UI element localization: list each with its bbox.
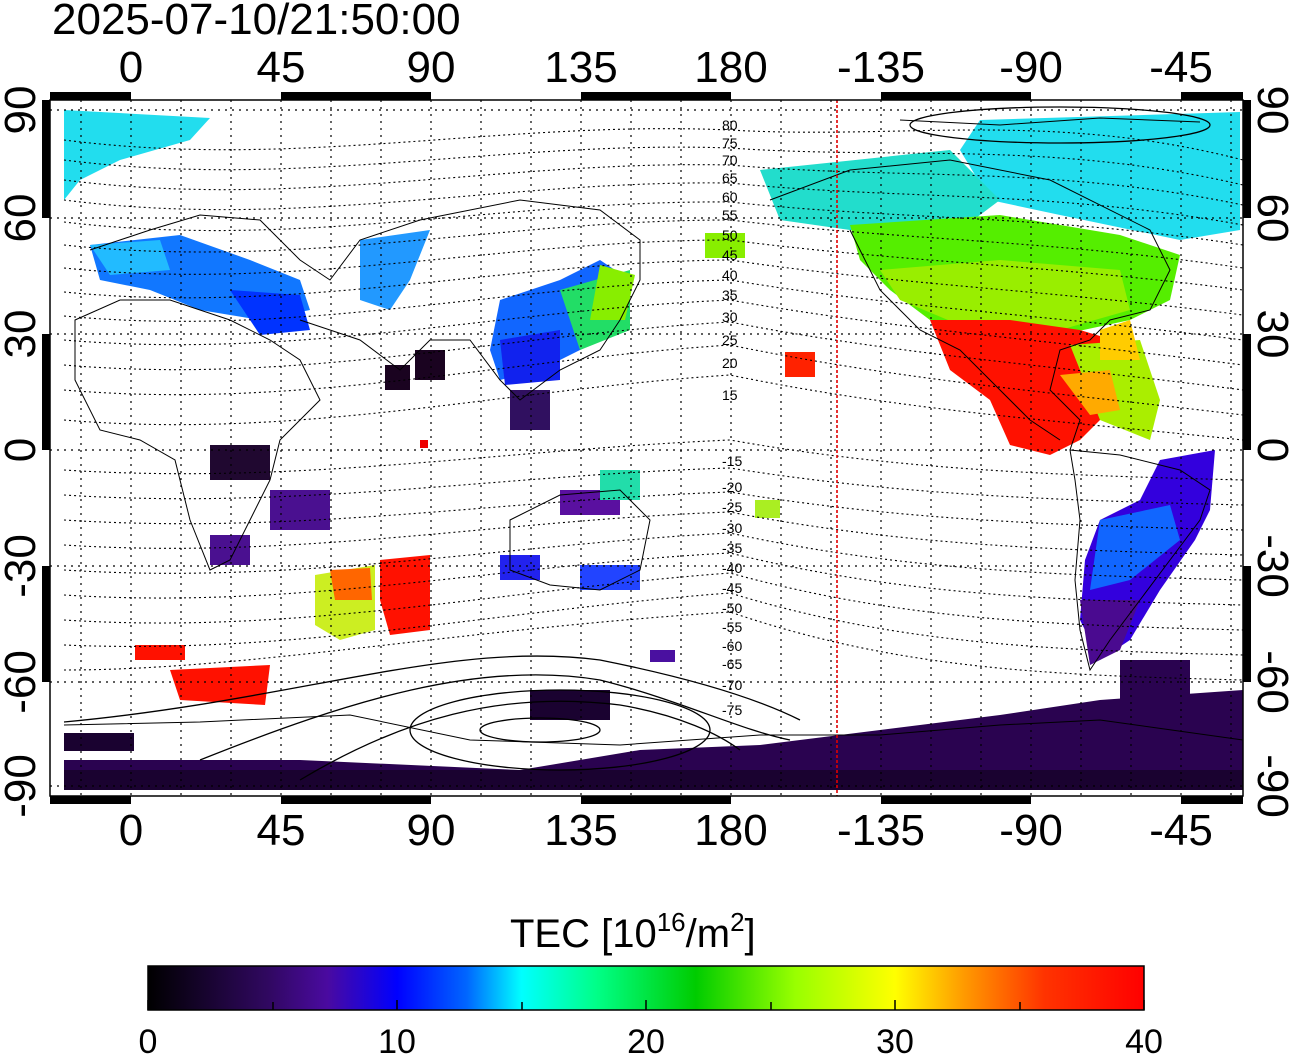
map-grid: [50, 100, 1243, 796]
right-lat-label: 60: [1248, 194, 1294, 243]
right-lat-label: 90: [1248, 86, 1294, 135]
east-asia-tec-region: [385, 260, 635, 430]
contour-label: -20: [722, 479, 742, 495]
top-lon-label: 180: [694, 43, 767, 92]
colorbar: 0 10 20 30 40: [139, 965, 1163, 1057]
contour-label: -60: [722, 638, 742, 654]
contour-label: 30: [722, 309, 738, 325]
contour-label: 35: [722, 287, 738, 303]
left-lat-label: 30: [0, 310, 45, 359]
antarctic-tec-region: [64, 660, 1243, 790]
left-latitude-labels: 90 60 30 0 -30 -60 -90: [0, 86, 45, 818]
right-lat-label: 30: [1248, 310, 1294, 359]
north-america-tec-region: [850, 215, 1180, 455]
bottom-lon-label: 180: [694, 806, 767, 855]
bottom-lon-label: 135: [544, 806, 617, 855]
colorbar-title-sup2: 2: [730, 907, 744, 937]
contour-label: -30: [722, 520, 742, 536]
top-lon-label: 0: [119, 43, 143, 92]
colorbar-title-mid: /m: [686, 912, 730, 956]
left-lat-label: 60: [0, 194, 45, 243]
right-lat-label: -30: [1248, 534, 1294, 598]
right-lat-label: 0: [1248, 438, 1294, 462]
contour-label: -70: [722, 677, 742, 693]
colorbar-tick-label: 30: [876, 1023, 914, 1057]
top-longitude-labels: 0 45 90 135 180 -135 -90 -45: [119, 43, 1213, 92]
pacific-tec-points: [135, 233, 815, 662]
south-america-tec-region: [1080, 450, 1215, 665]
top-lon-label: 45: [257, 43, 306, 92]
bottom-longitude-labels: 0 45 90 135 180 -135 -90 -45: [119, 806, 1213, 855]
indian-ocean-tec-region: [170, 555, 430, 705]
contour-label: 80: [722, 117, 738, 133]
colorbar-title-sup1: 16: [657, 907, 686, 937]
right-latitude-labels: 90 60 30 0 -30 -60 -90: [1248, 86, 1294, 818]
colorbar-title-end: ]: [745, 912, 756, 956]
map-frame: [42, 92, 1251, 804]
colorbar-tick-label: 40: [1125, 1023, 1163, 1057]
top-lon-label: 90: [407, 43, 456, 92]
left-lat-label: -60: [0, 650, 45, 714]
top-lon-label: -90: [999, 43, 1063, 92]
contour-label: 40: [722, 267, 738, 283]
top-lon-label: 135: [544, 43, 617, 92]
europe-tec-region: [90, 230, 430, 335]
contour-label: -40: [722, 560, 742, 576]
top-lon-label: -45: [1149, 43, 1213, 92]
contour-label: 65: [722, 170, 738, 186]
contour-label: 50: [722, 227, 738, 243]
contour-label: -50: [722, 600, 742, 616]
left-lat-label: 90: [0, 86, 45, 135]
bottom-lon-label: 90: [407, 806, 456, 855]
contour-label: 20: [722, 355, 738, 371]
contour-label: 45: [722, 247, 738, 263]
left-lat-label: -30: [0, 534, 45, 598]
contour-label: -35: [722, 540, 742, 556]
arctic-tec-region: [64, 110, 1240, 240]
colorbar-tick-label: 20: [627, 1023, 665, 1057]
contour-label: 60: [722, 189, 738, 205]
colorbar-tick-label: 10: [378, 1023, 416, 1057]
magnetic-contours: [63, 128, 1243, 681]
bottom-lon-label: -90: [999, 806, 1063, 855]
left-lat-label: -90: [0, 754, 45, 818]
contour-label: 15: [722, 387, 738, 403]
contour-label: 70: [722, 152, 738, 168]
contour-label: -55: [722, 619, 742, 635]
coastlines: [63, 117, 1243, 746]
bottom-lon-label: -45: [1149, 806, 1213, 855]
left-lat-label: 0: [0, 438, 45, 462]
contour-label: 55: [722, 207, 738, 223]
contour-label: 75: [722, 135, 738, 151]
colorbar-title-main: TEC [10: [510, 912, 657, 956]
contour-label: 25: [722, 332, 738, 348]
contour-label: -75: [722, 702, 742, 718]
top-lon-label: -135: [837, 43, 925, 92]
polar-contours: [63, 106, 1211, 781]
timestamp-title: 2025-07-10/21:50:00: [52, 0, 461, 44]
bottom-lon-label: 0: [119, 806, 143, 855]
colorbar-tick-label: 0: [139, 1023, 158, 1057]
bottom-lon-label: -135: [837, 806, 925, 855]
contour-label: -15: [722, 453, 742, 469]
bottom-lon-label: 45: [257, 806, 306, 855]
contour-label: -25: [722, 499, 742, 515]
contour-label: -65: [722, 656, 742, 672]
contour-label: -45: [722, 580, 742, 596]
right-lat-label: -90: [1248, 754, 1294, 818]
right-lat-label: -60: [1248, 650, 1294, 714]
colorbar-title: TEC [1016/m2]: [510, 907, 756, 956]
